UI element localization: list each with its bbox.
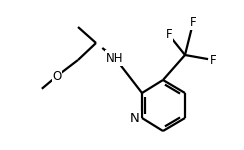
Text: F: F (210, 54, 216, 66)
Text: NH: NH (106, 51, 124, 64)
Text: O: O (52, 69, 62, 82)
Text: N: N (130, 112, 140, 126)
Text: F: F (166, 28, 172, 42)
Text: F: F (190, 16, 196, 30)
